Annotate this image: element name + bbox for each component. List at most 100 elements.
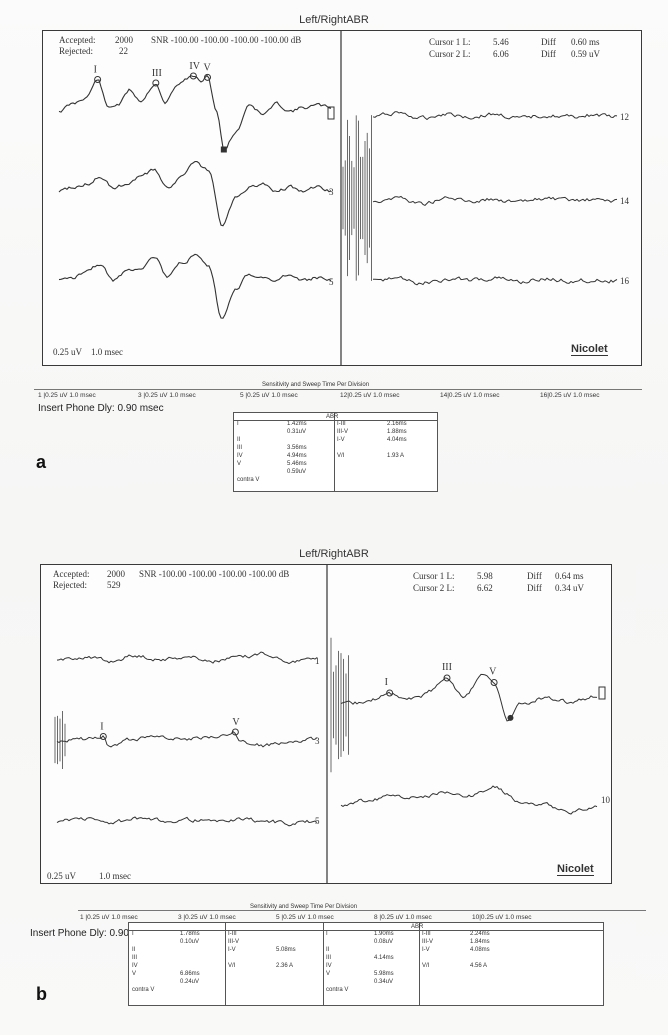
table-cell: 1.90ms <box>374 931 394 937</box>
sensitivity-item: 5 |0.25 uV 1.0 msec <box>276 914 334 921</box>
table-cell: 4.94ms <box>287 453 307 459</box>
cursor1-value: 5.98 <box>477 571 493 581</box>
cursor2-value: 6.06 <box>493 49 509 59</box>
trace-number: 3 <box>315 736 320 746</box>
insert-phone-delay: Insert Phone Dly: 0.90 msec <box>30 928 156 939</box>
sensitivity-item: 14|0.25 uV 1.0 msec <box>440 392 500 399</box>
table-cell: I-III <box>422 931 431 937</box>
table-cell: 4.14ms <box>374 955 394 961</box>
diff1-label: Diff <box>541 37 556 47</box>
table-header: ABR <box>326 414 339 420</box>
cursor1-value: 5.46 <box>493 37 509 47</box>
table-cell: III <box>326 955 332 961</box>
diff2-value: 0.34 uV <box>555 583 584 593</box>
panel-letter: b <box>36 984 47 1004</box>
sensitivity-item: 16|0.25 uV 1.0 msec <box>540 392 600 399</box>
waveform-trace-12 <box>372 111 618 121</box>
table-cell: 3.56ms <box>287 445 307 451</box>
amplitude-scale: 0.25 uV <box>53 347 82 357</box>
table-cell: I <box>326 931 328 937</box>
table-header-rule <box>129 930 603 931</box>
waveform-trace-14 <box>372 195 618 206</box>
sensitivity-item: 8 |0.25 uV 1.0 msec <box>374 914 432 921</box>
table-cell: 5.98ms <box>374 971 394 977</box>
sensitivity-title: Sensitivity and Sweep Time Per Division <box>250 904 358 910</box>
panel-letter: a <box>36 452 47 472</box>
sensitivity-item: 1 |0.25 uV 1.0 msec <box>80 914 138 921</box>
peak-label: V <box>489 667 497 678</box>
peak-marker <box>386 689 394 697</box>
diff2-value: 0.59 uV <box>571 49 600 59</box>
table-cell: III <box>132 955 138 961</box>
sensitivity-item: 5 |0.25 uV 1.0 msec <box>240 392 298 399</box>
cursor2-marker <box>507 714 514 721</box>
table-cell: 5.08ms <box>276 947 296 953</box>
chart-title: Left/RightABR <box>299 548 369 560</box>
table-cell: II <box>132 947 136 953</box>
waveform-trace-3 <box>58 160 332 227</box>
table-cell: V <box>132 971 137 977</box>
accepted-label: Accepted: <box>53 569 90 579</box>
abr-latency-table: ABR I 1.42ms I-III 2.16ms 0.31uV III-V 1.88ms II… <box>233 412 438 492</box>
trace-number: 10 <box>601 795 611 805</box>
table-cell: III <box>237 445 243 451</box>
table-cell: I-V <box>422 947 430 953</box>
trace-number: 5 <box>315 816 320 826</box>
trace-number: 16 <box>620 276 630 286</box>
table-divider <box>419 923 420 1005</box>
trace-number: 12 <box>620 112 629 122</box>
table-cell: 0.31uV <box>287 429 307 435</box>
table-cell: 2.24ms <box>470 931 490 937</box>
table-cell: 1.78ms <box>180 931 200 937</box>
table-cell: V/I <box>228 963 236 969</box>
table-cell: 2.16ms <box>387 421 407 427</box>
chart-title: Left/RightABR <box>299 14 369 26</box>
table-header: ABR <box>411 924 424 930</box>
peak-marker <box>231 728 239 736</box>
rejected-value: 529 <box>107 580 121 590</box>
accepted-label: Accepted: <box>59 35 96 45</box>
peak-label: V <box>204 62 212 73</box>
diff1-value: 0.60 ms <box>571 37 600 47</box>
peak-marker <box>152 79 160 87</box>
table-cell: 2.36 A <box>276 963 294 969</box>
table-cell: 1.42ms <box>287 421 307 427</box>
table-cell: III-V <box>228 939 240 945</box>
waveform-trace-1 <box>56 651 318 665</box>
abr-latency-table: I 1.78ms I-III 0.10uV III-V II I-V 5.08ms III IV V… <box>128 922 604 1006</box>
table-cell: 1.84ms <box>470 939 490 945</box>
waveform-display: 3 5 12 14 16 I III IV V Accepted: 2000 Rejected:… <box>42 30 642 366</box>
sensitivity-item: 10|0.25 uV 1.0 msec <box>472 914 532 921</box>
table-cell: 0.59uV <box>287 469 307 475</box>
peak-label: III <box>442 662 452 673</box>
sensitivity-item: 3 |0.25 uV 1.0 msec <box>138 392 196 399</box>
table-cell: V <box>326 971 331 977</box>
diff1-label: Diff <box>527 571 542 581</box>
trace-end-marker <box>598 686 606 700</box>
table-cell: 1.88ms <box>387 429 407 435</box>
table-divider <box>334 413 335 491</box>
table-cell: 0.08uV <box>374 939 394 945</box>
table-cell: V/I <box>337 453 345 459</box>
accepted-value: 2000 <box>115 35 133 45</box>
snr-readout: SNR -100.00 -100.00 -100.00 -100.00 dB <box>151 35 302 45</box>
nicolet-logo: Nicolet <box>557 863 594 876</box>
time-scale: 1.0 msec <box>99 871 131 881</box>
cursor2-value: 6.62 <box>477 583 493 593</box>
waveform-trace-5 <box>56 816 318 827</box>
diff1-value: 0.64 ms <box>555 571 584 581</box>
table-cell: 0.24uV <box>180 979 200 985</box>
table-header-rule <box>234 420 437 421</box>
amplitude-scale: 0.25 uV <box>47 871 76 881</box>
waveform-trace-8 <box>340 673 598 722</box>
peak-marker <box>94 76 102 83</box>
table-cell: I-V <box>228 947 236 953</box>
waveform-trace-10 <box>340 785 598 815</box>
table-divider <box>323 923 324 1005</box>
cursor2-label: Cursor 2 L: <box>413 583 455 593</box>
table-cell: IV <box>326 963 332 969</box>
waveform-trace-3 <box>56 730 318 748</box>
abr-panel-b: Left/RightABR 1 3 5 10 I V I III V Accepted: 200… <box>0 518 668 1035</box>
snr-readout: SNR -100.00 -100.00 -100.00 -100.00 dB <box>139 569 290 579</box>
table-cell: IV <box>132 963 138 969</box>
